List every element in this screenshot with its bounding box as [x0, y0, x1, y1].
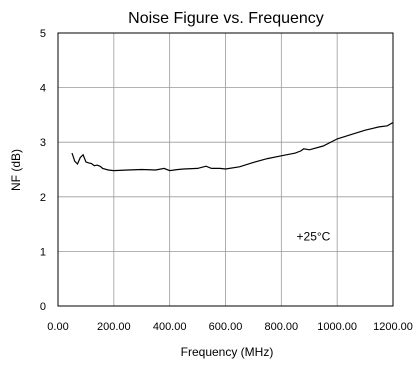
chart-title: Noise Figure vs. Frequency	[128, 10, 324, 27]
y-tick-label: 3	[40, 137, 46, 149]
x-tick-label: 1000.00	[317, 321, 357, 333]
y-tick-label: 1	[40, 246, 46, 258]
x-tick-label: 200.00	[97, 321, 131, 333]
x-tick-label: 400.00	[153, 321, 187, 333]
grid	[58, 33, 393, 306]
x-axis-ticks: 0.00 200.00 400.00 600.00 800.00 1000.00 1200.…	[47, 321, 413, 333]
x-tick-label: 0.00	[47, 321, 68, 333]
x-tick-label: 1200.00	[373, 321, 413, 333]
x-tick-label: 800.00	[265, 321, 299, 333]
y-tick-label: 5	[40, 28, 46, 40]
y-tick-label: 4	[40, 83, 46, 95]
y-axis-ticks: 0 1 2 3 4 5	[40, 28, 46, 313]
x-tick-label: 600.00	[209, 321, 243, 333]
y-tick-label: 0	[40, 301, 46, 313]
y-axis-title: NF (dB)	[9, 149, 23, 191]
series-line-nf	[71, 121, 394, 172]
x-axis-title: Frequency (MHz)	[181, 345, 274, 359]
temperature-annotation: +25°C	[297, 230, 331, 244]
plot-frame	[57, 32, 394, 307]
y-tick-label: 2	[40, 192, 46, 204]
